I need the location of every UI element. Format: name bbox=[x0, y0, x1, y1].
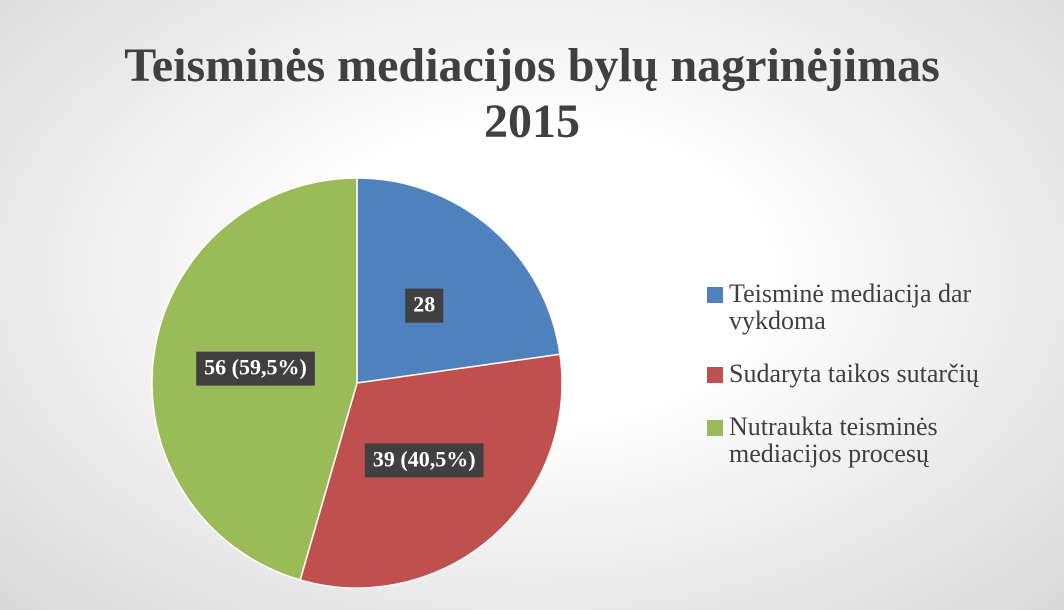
legend-label: Nutraukta teisminės mediacijos procesų bbox=[729, 412, 938, 468]
data-label-text: 56 (59,5%) bbox=[204, 355, 307, 380]
data-label-box bbox=[405, 288, 444, 323]
legend-item: Nutraukta teisminės mediacijos procesų bbox=[705, 413, 1035, 467]
data-label-text: 28 bbox=[413, 292, 435, 317]
legend-label: Sudaryta taikos sutarčių bbox=[729, 359, 979, 388]
data-label-box bbox=[196, 351, 315, 386]
legend-item: Sudaryta taikos sutarčių bbox=[705, 360, 1035, 387]
data-label: 28 bbox=[405, 288, 444, 323]
legend: Teisminė mediacija dar vykdoma Sudaryta t… bbox=[705, 280, 1035, 493]
legend-swatch bbox=[707, 420, 723, 436]
chart-title: Teisminės mediacijos bylų nagrinėjimas 2… bbox=[124, 39, 940, 148]
legend-swatch bbox=[707, 367, 723, 383]
legend-swatch bbox=[707, 287, 723, 303]
data-label-text: 39 (40,5%) bbox=[373, 446, 476, 471]
data-label-box bbox=[364, 443, 484, 478]
legend-label: Teisminė mediacija dar vykdoma bbox=[729, 279, 972, 335]
data-label: 56 (59,5%) bbox=[196, 351, 315, 386]
data-label: 39 (40,5%) bbox=[364, 443, 484, 478]
legend-item: Teisminė mediacija dar vykdoma bbox=[705, 280, 1035, 334]
pie-slice bbox=[356, 177, 561, 384]
